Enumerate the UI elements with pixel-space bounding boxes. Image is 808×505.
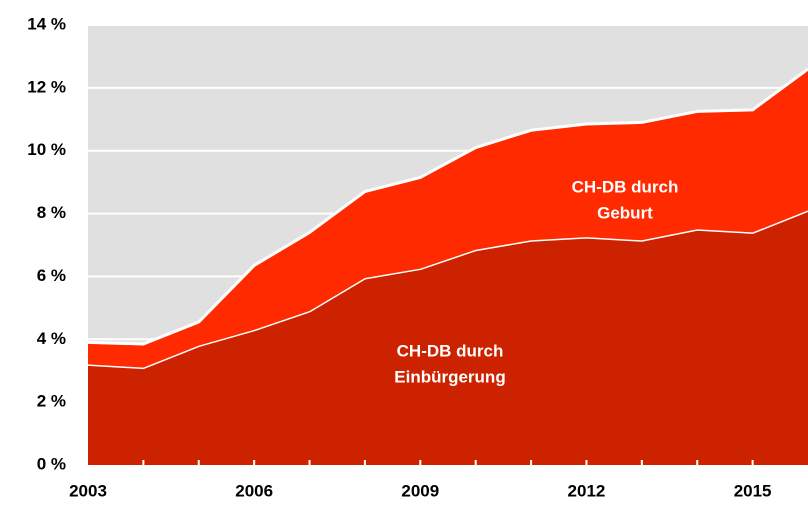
x-tick-label: 2012 [568, 481, 606, 500]
y-tick-label: 10 % [27, 140, 66, 159]
y-tick-label: 8 % [37, 203, 66, 222]
annotation: CH-DB durch [397, 341, 504, 360]
y-tick-label: 0 % [37, 454, 66, 473]
annotation: Geburt [597, 203, 653, 222]
x-tick-label: 2006 [235, 481, 273, 500]
y-tick-label: 6 % [37, 266, 66, 285]
x-tick-label: 2015 [734, 481, 772, 500]
area-outline [87, 67, 808, 346]
annotation: Einbürgerung [394, 367, 505, 386]
y-tick-label: 2 % [37, 392, 66, 411]
y-tick-label: 14 % [27, 14, 66, 33]
x-tick-label: 2003 [69, 481, 107, 500]
y-tick-label: 12 % [27, 77, 66, 96]
area [88, 69, 808, 368]
x-tick-label: 2009 [401, 481, 439, 500]
area [88, 210, 808, 465]
annotation: CH-DB durch [572, 177, 679, 196]
y-tick-label: 4 % [37, 329, 66, 348]
